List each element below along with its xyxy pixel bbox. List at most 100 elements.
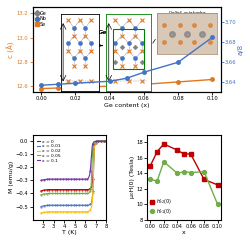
$H_{c1}(0)$	[202, 170, 205, 173]
x = 0.01	[99, 140, 102, 143]
$H_{c2}(0)$	[155, 150, 158, 153]
x = 0.02	[52, 210, 55, 213]
Line: x = 0.02: x = 0.02	[41, 141, 106, 213]
x = 0.02	[92, 146, 96, 149]
x = 0	[104, 140, 108, 143]
x = 0.02	[87, 210, 90, 213]
x = 0.1	[84, 178, 86, 181]
x = 0.1	[89, 166, 92, 169]
x = 0.05	[90, 171, 93, 174]
x = 0.01	[57, 204, 60, 207]
x = 0.1	[42, 178, 44, 181]
x = 0.02	[62, 210, 66, 213]
x = 0	[91, 179, 94, 182]
$H_{c1}(0)$	[188, 171, 192, 174]
x = 0.02	[95, 140, 98, 143]
Y-axis label: a/8: a/8	[237, 44, 243, 55]
$H_{c2}(0)$	[215, 183, 218, 186]
x = 0.02	[84, 210, 86, 213]
x = 0	[92, 155, 95, 158]
x = 0.05	[99, 140, 102, 143]
x = 0.01	[40, 205, 42, 208]
x = 0	[94, 140, 97, 143]
x = 0.01	[91, 192, 94, 195]
Text: GeSe$_6$ octahedra: GeSe$_6$ octahedra	[167, 9, 205, 17]
x = 0.1	[99, 140, 102, 143]
x = 0.02	[96, 140, 99, 143]
Line: x = 0: x = 0	[41, 141, 106, 191]
x = 0	[87, 188, 90, 191]
x = 0.01	[104, 140, 108, 143]
x = 0.1	[88, 174, 91, 177]
x = 0.1	[73, 178, 76, 181]
x = 0.05	[96, 140, 99, 143]
x = 0.01	[87, 204, 90, 207]
X-axis label: x: x	[181, 230, 185, 235]
$H_{c1}(0)$	[162, 160, 165, 163]
x = 0	[68, 188, 71, 191]
x = 0.1	[89, 158, 92, 161]
x = 0	[73, 188, 76, 191]
x = 0.02	[91, 195, 94, 198]
x = 0.05	[92, 142, 95, 145]
x = 0.1	[92, 140, 95, 143]
x = 0.05	[57, 192, 60, 195]
x = 0	[84, 188, 86, 191]
x = 0.01	[73, 204, 76, 207]
x = 0.1	[62, 178, 66, 181]
$H_{c1}(0)$	[175, 172, 178, 175]
Y-axis label: μ₀H(0) (Tesla): μ₀H(0) (Tesla)	[129, 156, 134, 198]
x = 0.01	[92, 159, 95, 162]
x = 0.05	[47, 192, 50, 195]
$H_{c1}(0)$	[148, 178, 151, 181]
x = 0.02	[104, 140, 108, 143]
x = 0.05	[94, 140, 97, 143]
x = 0	[78, 188, 81, 191]
x = 0	[47, 188, 50, 191]
x = 0.1	[68, 178, 71, 181]
x = 0.02	[90, 205, 93, 208]
x = 0.1	[57, 178, 60, 181]
Legend: Ge, Nb, Se: Ge, Nb, Se	[35, 10, 48, 28]
x = 0.1	[78, 178, 81, 181]
x = 0	[96, 140, 99, 143]
x = 0	[99, 140, 102, 143]
x = 0.01	[94, 140, 97, 143]
$H_{c2}(0)$	[162, 142, 165, 145]
x = 0.02	[57, 210, 60, 213]
x = 0.01	[62, 204, 66, 207]
x = 0.05	[89, 188, 92, 191]
Line: $H_{c1}(0)$: $H_{c1}(0)$	[148, 160, 218, 206]
Line: x = 0.01: x = 0.01	[41, 141, 106, 206]
x = 0.02	[40, 212, 42, 214]
$H_{c2}(0)$	[148, 164, 151, 167]
x = 0.01	[90, 201, 93, 204]
Y-axis label: M (emu/g): M (emu/g)	[9, 161, 14, 193]
x = 0.05	[104, 140, 108, 143]
$H_{c2}(0)$	[182, 152, 185, 155]
x = 0.01	[89, 203, 92, 205]
x = 0	[40, 189, 42, 192]
X-axis label: Ge content (x): Ge content (x)	[104, 103, 149, 108]
x = 0.05	[87, 192, 90, 195]
x = 0	[92, 146, 96, 149]
x = 0.05	[52, 192, 55, 195]
x = 0.1	[87, 176, 90, 179]
x = 0	[42, 189, 44, 192]
x = 0.1	[47, 178, 50, 181]
x = 0.01	[96, 140, 99, 143]
x = 0.01	[78, 204, 81, 207]
X-axis label: T (K): T (K)	[62, 230, 76, 235]
x = 0.01	[95, 140, 98, 143]
x = 0	[62, 188, 66, 191]
x = 0.01	[42, 204, 44, 207]
x = 0.1	[40, 179, 42, 182]
Line: x = 0.05: x = 0.05	[41, 141, 106, 195]
x = 0.01	[92, 179, 94, 182]
x = 0	[57, 188, 60, 191]
x = 0.05	[88, 191, 91, 194]
x = 0.1	[90, 152, 93, 154]
x = 0.05	[78, 192, 81, 195]
Legend: $H_{c2}(0)$, $H_{c1}(0)$: $H_{c2}(0)$, $H_{c1}(0)$	[149, 196, 172, 217]
x = 0.1	[94, 140, 97, 143]
